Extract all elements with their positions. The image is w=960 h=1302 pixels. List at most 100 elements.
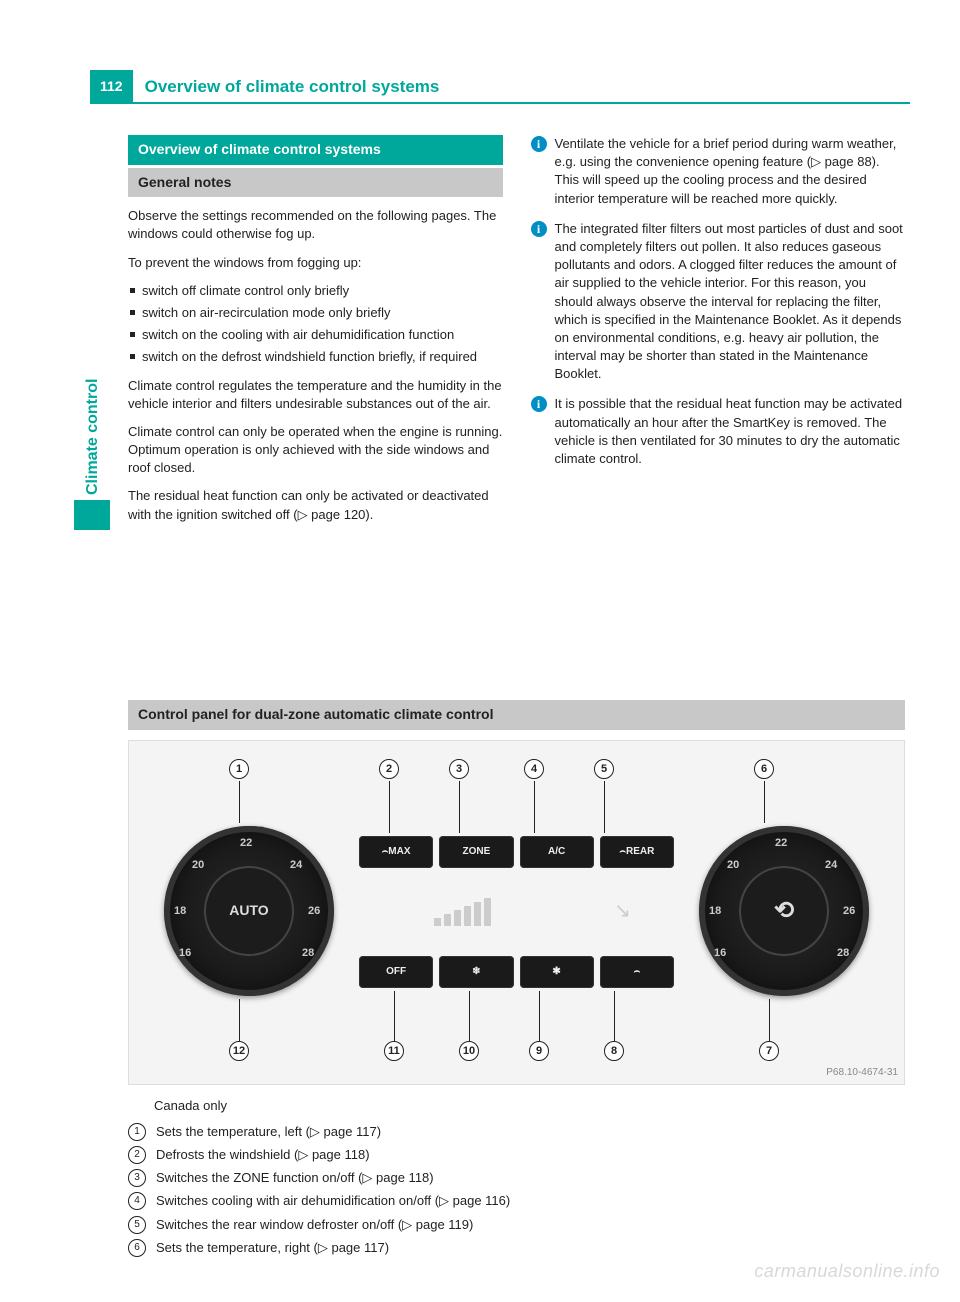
callout-line: [394, 991, 395, 1041]
legend-item: 3Switches the ZONE function on/off (▷ pa…: [128, 1169, 905, 1187]
callout-line: [469, 991, 470, 1041]
fan-button: ✱: [520, 956, 594, 988]
legend-marker: 4: [128, 1192, 146, 1210]
vent-icon: ↘: [571, 896, 674, 926]
callout-5: 5: [594, 759, 614, 779]
info-note: i It is possible that the residual heat …: [531, 395, 906, 468]
left-temp-dial: AUTO 16 18 20 22 24 26 28: [164, 826, 334, 996]
info-note: i Ventilate the vehicle for a brief peri…: [531, 135, 906, 208]
legend-marker: 6: [128, 1239, 146, 1257]
callout-11: 11: [384, 1041, 404, 1061]
legend-text: Sets the temperature, right (▷ page 117): [156, 1240, 389, 1255]
callout-6: 6: [754, 759, 774, 779]
dial-temp: 16: [714, 946, 726, 961]
callout-line: [539, 991, 540, 1041]
callout-4: 4: [524, 759, 544, 779]
page-title: Overview of climate control systems: [133, 70, 452, 104]
defrost-max-button: ⌢MAX: [359, 836, 433, 868]
ac-button: A/C: [520, 836, 594, 868]
callout-line: [239, 781, 240, 823]
dial-temp: 20: [192, 858, 204, 873]
dial-temp: 16: [179, 946, 191, 961]
callout-line: [764, 781, 765, 823]
dial-temp: 20: [727, 858, 739, 873]
dial-temp: 24: [825, 858, 837, 873]
snow-button: ❄: [439, 956, 513, 988]
callout-8: 8: [604, 1041, 624, 1061]
info-text: It is possible that the residual heat fu…: [555, 396, 903, 466]
dial-temp: 24: [290, 858, 302, 873]
info-text: Ventilate the vehicle for a brief period…: [555, 136, 897, 206]
dial-center-auto: AUTO: [204, 866, 294, 956]
dial-temp: 26: [308, 904, 320, 919]
side-tab-label: Climate control: [82, 379, 104, 495]
callout-3: 3: [449, 759, 469, 779]
off-button: OFF: [359, 956, 433, 988]
panel-section: Control panel for dual-zone automatic cl…: [128, 700, 905, 1262]
dial-temp: 22: [240, 836, 252, 851]
info-note: i The integrated filter filters out most…: [531, 220, 906, 384]
body-text: Observe the settings recommended on the …: [128, 207, 503, 243]
callout-line: [604, 781, 605, 833]
subsection-heading-general: General notes: [128, 168, 503, 198]
legend-item: 2 Defrosts the windshield (▷ page 118): [128, 1146, 905, 1164]
body-text: Climate control regulates the temperatur…: [128, 377, 503, 413]
legend-text: Switches the rear window defroster on/of…: [156, 1217, 473, 1232]
dial-temp: 18: [174, 904, 186, 919]
right-temp-dial: ⟲ 16 18 20 22 24 26 28: [699, 826, 869, 996]
callout-line: [614, 991, 615, 1041]
dial-temp: 28: [837, 946, 849, 961]
body-text: The residual heat function can only be a…: [128, 487, 503, 523]
dial-center-recirc: ⟲: [739, 866, 829, 956]
dial-temp: 26: [843, 904, 855, 919]
dial-temp: 18: [709, 904, 721, 919]
section-heading-overview: Overview of climate control systems: [128, 135, 503, 165]
legend-list: 1Sets the temperature, left (▷ page 117)…: [128, 1123, 905, 1257]
callout-line: [534, 781, 535, 833]
bullet-item: switch off climate control only briefly: [128, 282, 503, 300]
zone-button: ZONE: [439, 836, 513, 868]
legend-item: 4 Switches cooling with air dehumidificat…: [128, 1192, 905, 1210]
legend-marker: 5: [128, 1216, 146, 1234]
subsection-heading-panel: Control panel for dual-zone automatic cl…: [128, 700, 905, 730]
info-text: The integrated filter filters out most p…: [555, 221, 903, 382]
callout-2: 2: [379, 759, 399, 779]
legend-item: 5 Switches the rear window defroster on/o…: [128, 1216, 905, 1234]
callout-line: [459, 781, 460, 833]
page-number-badge: 112: [90, 70, 133, 104]
content-columns: Overview of climate control systems Gene…: [128, 135, 905, 534]
body-text: Climate control can only be operated whe…: [128, 423, 503, 478]
legend-marker: 2: [128, 1146, 146, 1164]
legend-text: Switches cooling with air dehumidificati…: [156, 1193, 510, 1208]
bullet-item: switch on the cooling with air dehumidif…: [128, 326, 503, 344]
callout-line: [389, 781, 390, 833]
info-icon: i: [531, 396, 547, 412]
button-row-mid: ↘: [359, 896, 674, 926]
callout-12: 12: [229, 1041, 249, 1061]
side-tab: Climate control: [74, 300, 110, 530]
watermark: carmanualsonline.info: [754, 1259, 940, 1284]
rear-defrost-button: ⌢REAR: [600, 836, 674, 868]
bullet-item: switch on air-recirculation mode only br…: [128, 304, 503, 322]
bullet-item: switch on the defrost windshield functio…: [128, 348, 503, 366]
image-reference: P68.10-4674-31: [826, 1066, 898, 1080]
side-tab-marker: [74, 500, 110, 530]
defog-button: ⌢: [600, 956, 674, 988]
dial-temp: 28: [302, 946, 314, 961]
info-icon: i: [531, 221, 547, 237]
legend-item: 1Sets the temperature, left (▷ page 117): [128, 1123, 905, 1141]
legend-text: Defrosts the windshield (▷ page 118): [156, 1147, 370, 1162]
right-column: i Ventilate the vehicle for a brief peri…: [531, 135, 906, 534]
left-column: Overview of climate control systems Gene…: [128, 135, 503, 534]
page-header: 112 Overview of climate control systems: [90, 70, 910, 104]
button-row-top: ⌢MAX ZONE A/C ⌢REAR: [359, 836, 674, 868]
info-icon: i: [531, 136, 547, 152]
control-panel-figure: 1 2 3 4 5 6 AUTO 16 18 20 22 24 26 28 ⟲ …: [128, 740, 905, 1085]
legend-marker: 1: [128, 1123, 146, 1141]
callout-line: [239, 999, 240, 1041]
bullet-list: switch off climate control only briefly …: [128, 282, 503, 367]
button-row-bottom: OFF ❄ ✱ ⌢: [359, 956, 674, 988]
callout-line: [769, 999, 770, 1041]
callout-1: 1: [229, 759, 249, 779]
legend-marker: 3: [128, 1169, 146, 1187]
